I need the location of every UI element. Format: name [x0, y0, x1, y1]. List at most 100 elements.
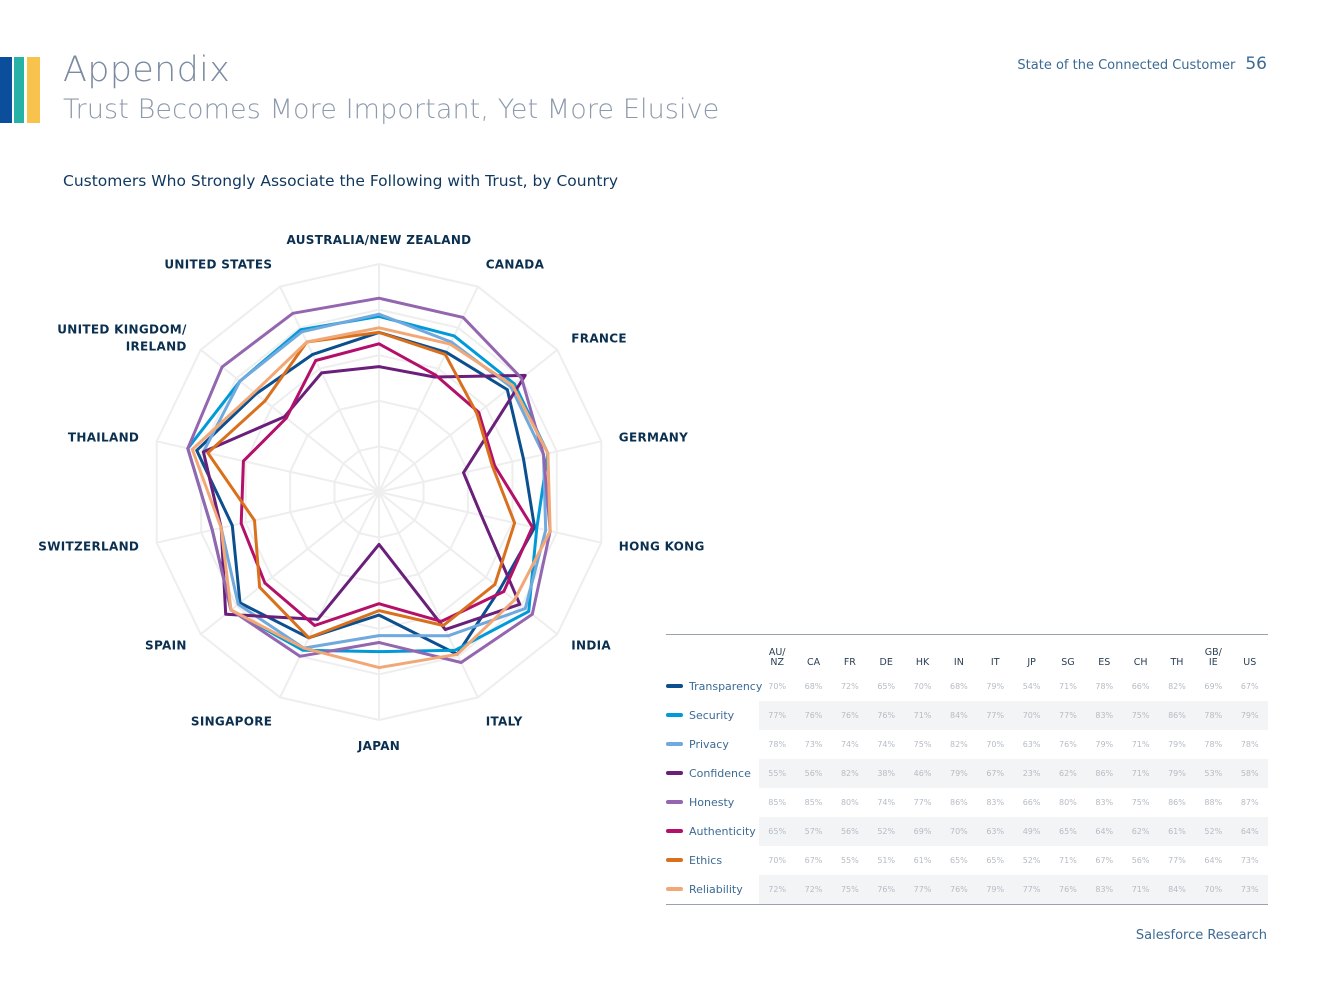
series-name: Privacy — [689, 738, 729, 751]
table-cell: 67% — [1231, 672, 1268, 701]
chart-title: Customers Who Strongly Associate the Fol… — [63, 172, 619, 190]
table-row: Authenticity 65% 57% 56% 52% 69% 70% 63% 49% 65% 6… — [666, 817, 1268, 846]
row-label-honesty: Honesty — [666, 788, 759, 817]
table-cell: 65% — [868, 672, 905, 701]
table-cell: 77% — [1013, 875, 1050, 905]
grid-spoke — [279, 491, 380, 698]
axis-label-japan: JAPAN — [357, 739, 400, 753]
table-cell: 77% — [904, 788, 941, 817]
table-cell: 79% — [1231, 701, 1268, 730]
table-corner — [666, 635, 759, 673]
series-name: Reliability — [689, 883, 743, 896]
table-cell: 70% — [759, 846, 796, 875]
table-cell: 70% — [1013, 701, 1050, 730]
table-cell: 53% — [1195, 759, 1232, 788]
table-body: Transparency 70% 68% 72% 65% 70% 68% 79% 54% 71% 7… — [666, 672, 1268, 905]
column-header-es: ES — [1098, 657, 1111, 668]
table-cell: 76% — [868, 701, 905, 730]
table-row: Transparency 70% 68% 72% 65% 70% 68% 79% 54% 71% 7… — [666, 672, 1268, 701]
table-cell: 71% — [1122, 875, 1159, 905]
brand-bar — [27, 57, 40, 123]
table-cell: 75% — [904, 730, 941, 759]
table-cell: 73% — [1231, 846, 1268, 875]
table-cell: 70% — [1195, 875, 1232, 905]
row-label-security: Security — [666, 701, 759, 730]
table-cell: 52% — [1013, 846, 1050, 875]
axis-label-india: INDIA — [571, 638, 611, 652]
table-cell: 77% — [759, 701, 796, 730]
table-cell: 82% — [1158, 672, 1196, 701]
grid-spoke — [378, 286, 479, 493]
legend-swatch — [666, 858, 683, 862]
page-subtitle: Trust Becomes More Important, Yet More E… — [63, 94, 720, 125]
axis-label-australia-new-zealand: AUSTRALIA/NEW ZEALAND — [287, 233, 472, 247]
table-cell: 68% — [940, 672, 978, 701]
grid-spoke — [378, 349, 558, 493]
table-cell: 75% — [831, 875, 869, 905]
table-cell: 76% — [831, 701, 869, 730]
table-cell: 80% — [1049, 788, 1087, 817]
table-cell: 66% — [1122, 672, 1159, 701]
legend-swatch — [666, 684, 683, 688]
column-header-us: US — [1243, 657, 1257, 668]
series-honesty — [186, 296, 552, 664]
axis-label-thailand: THAILAND — [68, 430, 139, 444]
table-cell: 78% — [1195, 730, 1232, 759]
page-number: 56 — [1245, 54, 1267, 74]
column-header-it: IT — [990, 657, 1000, 668]
column-header-th: TH — [1170, 657, 1184, 668]
column-header-fr: FR — [843, 657, 856, 668]
table-cell: 71% — [904, 701, 941, 730]
table-cell: 75% — [1122, 788, 1159, 817]
footer-source: Salesforce Research — [1135, 928, 1267, 943]
table-cell: 71% — [1049, 672, 1087, 701]
table-cell: 79% — [977, 672, 1014, 701]
table-cell: 70% — [940, 817, 978, 846]
table-cell: 70% — [977, 730, 1014, 759]
axis-label-united-states: UNITED STATES — [164, 257, 272, 271]
axis-label-switzerland: SWITZERLAND — [38, 540, 139, 554]
grid-spoke — [378, 440, 602, 493]
table-cell: 51% — [868, 846, 905, 875]
series-name: Security — [689, 709, 735, 722]
grid-spoke — [156, 491, 380, 544]
axis-label-france: FRANCE — [571, 332, 627, 346]
table-header-row: AU/NZ CA FR DE HK IN IT JP SG ES CH TH GB/IE US — [666, 635, 1268, 673]
report-name: State of the Connected Customer — [1017, 58, 1236, 73]
table-cell: 76% — [868, 875, 905, 905]
table-cell: 77% — [1049, 701, 1087, 730]
radar-series — [186, 296, 552, 670]
table-row: Privacy 78% 73% 74% 74% 75% 82% 70% 63% 76% 79% 71%… — [666, 730, 1268, 759]
brand-bar — [14, 57, 24, 123]
table-cell: 78% — [1195, 701, 1232, 730]
table-cell: 84% — [1158, 875, 1196, 905]
table-row: Reliability 72% 72% 75% 76% 77% 76% 79% 77% 76% 83… — [666, 875, 1268, 905]
table-cell: 82% — [940, 730, 978, 759]
axis-label-hong-kong: HONG KONG — [619, 540, 705, 554]
axis-label-italy: ITALY — [486, 715, 523, 729]
page-title: Appendix — [63, 50, 231, 90]
table-cell: 74% — [868, 730, 905, 759]
table-cell: 74% — [831, 730, 869, 759]
table-cell: 83% — [1086, 788, 1123, 817]
table-cell: 69% — [904, 817, 941, 846]
legend-swatch — [666, 800, 683, 804]
table-cell: 83% — [1086, 701, 1123, 730]
legend-swatch — [666, 713, 683, 717]
table-cell: 61% — [1158, 817, 1196, 846]
column-header-hk: HK — [915, 657, 930, 668]
table-cell: 63% — [977, 817, 1014, 846]
table-cell: 65% — [759, 817, 796, 846]
table-cell: 54% — [1013, 672, 1050, 701]
table-cell: 78% — [1086, 672, 1123, 701]
series-name: Confidence — [689, 767, 751, 780]
row-label-privacy: Privacy — [666, 730, 759, 759]
table-cell: 77% — [977, 701, 1014, 730]
series-reliability — [190, 326, 552, 670]
table-cell: 79% — [977, 875, 1014, 905]
table-cell: 63% — [1013, 730, 1050, 759]
table-cell: 57% — [795, 817, 832, 846]
table-cell: 68% — [795, 672, 832, 701]
table-cell: 80% — [831, 788, 869, 817]
row-label-transparency: Transparency — [666, 672, 762, 701]
